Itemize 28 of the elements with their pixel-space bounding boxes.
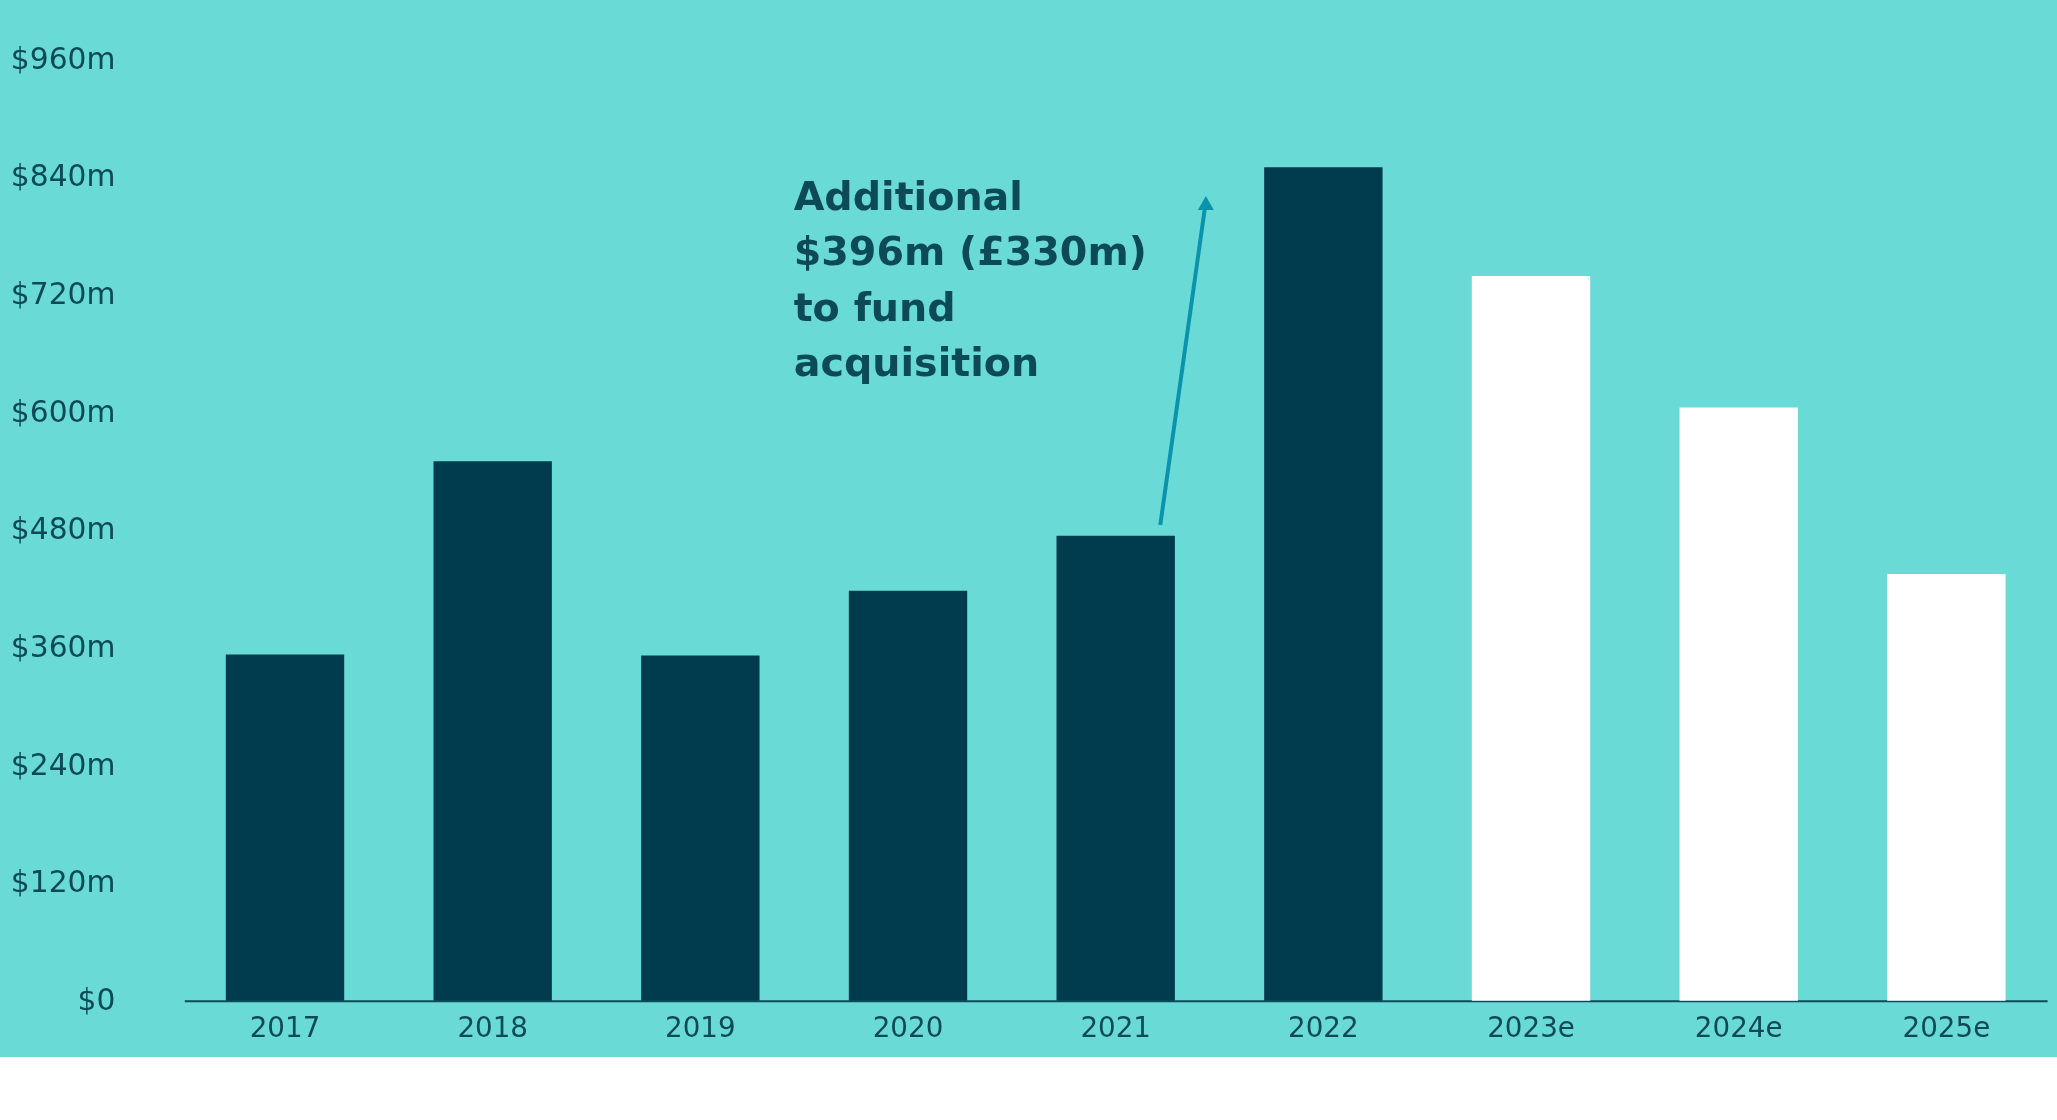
x-tick-label: 2017	[249, 1010, 321, 1044]
annotation: Additional $396m (£330m) to fund acquisition	[793, 172, 1147, 386]
x-tick-label: 2023e	[1487, 1010, 1575, 1044]
y-tick-label: $240m	[10, 746, 116, 782]
bar	[1679, 407, 1798, 1001]
x-tick-label: 2025e	[1902, 1010, 1991, 1044]
bar	[433, 461, 552, 1001]
bar	[1264, 167, 1383, 1001]
y-tick-label: $720m	[10, 276, 116, 312]
y-tick-label: $360m	[10, 629, 116, 665]
x-tick-label: 2022	[1288, 1010, 1359, 1044]
y-tick-label: $960m	[10, 40, 116, 76]
bar	[1887, 574, 2006, 1001]
y-tick-label: $600m	[10, 393, 116, 429]
bar	[225, 654, 345, 1001]
bar	[1056, 535, 1175, 1001]
bar	[848, 590, 968, 1001]
y-tick-label: $840m	[10, 158, 116, 194]
x-tick-label: 2020	[872, 1010, 944, 1044]
x-tick-label: 2019	[665, 1010, 736, 1044]
y-tick-label: $120m	[10, 864, 116, 900]
y-tick-label: $480m	[10, 511, 116, 547]
bar	[641, 655, 760, 1001]
y-tick-label: $0	[77, 982, 116, 1018]
x-tick-label: 2024e	[1694, 1010, 1783, 1044]
x-tick-label: 2018	[457, 1010, 528, 1044]
bar	[1471, 276, 1591, 1001]
x-tick-label: 2021	[1080, 1010, 1151, 1044]
